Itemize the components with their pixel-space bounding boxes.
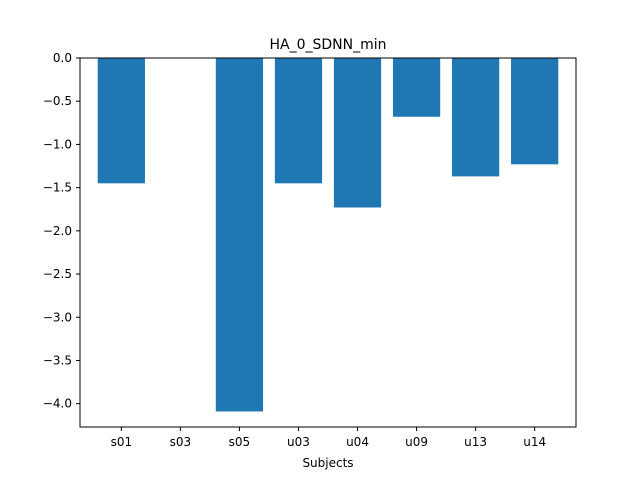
x-tick-label: u13: [464, 435, 487, 449]
y-tick-label: −3.5: [43, 353, 72, 367]
y-tick-label: 0.0: [53, 51, 72, 65]
x-tick-label: s05: [229, 435, 251, 449]
y-tick-label: −1.0: [43, 137, 72, 151]
bar-u14: [511, 58, 559, 165]
bar-s01: [97, 58, 145, 184]
plot-frame: [79, 57, 577, 428]
x-axis-ticks: s01 s03 s05 u03 u04 u09 u13 u14: [111, 427, 546, 449]
bar-s05: [215, 58, 264, 412]
x-tick-label: u14: [523, 435, 546, 449]
y-tick-label: −2.0: [43, 224, 72, 238]
x-tick-label: s03: [170, 435, 192, 449]
bars-group: [97, 58, 559, 412]
x-tick-label: s01: [111, 435, 133, 449]
x-axis-label: Subjects: [302, 456, 353, 470]
x-tick-label: u03: [287, 435, 310, 449]
y-axis-ticks: 0.0 −0.5 −1.0 −1.5 −2.0 −2.5 −3.0 −3.5 −4.0: [43, 51, 80, 411]
x-tick-label: u04: [346, 435, 369, 449]
x-tick-label: u09: [405, 435, 428, 449]
bar-u09: [392, 58, 441, 117]
y-tick-label: −3.0: [43, 310, 72, 324]
y-tick-label: −2.5: [43, 267, 72, 281]
bar-u04: [333, 58, 382, 208]
bar-u03: [274, 58, 323, 184]
bar-u13: [452, 58, 500, 177]
y-tick-label: −0.5: [43, 94, 72, 108]
y-tick-label: −4.0: [43, 397, 72, 411]
chart-title: HA_0_SDNN_min: [269, 37, 386, 53]
y-tick-label: −1.5: [43, 181, 72, 195]
